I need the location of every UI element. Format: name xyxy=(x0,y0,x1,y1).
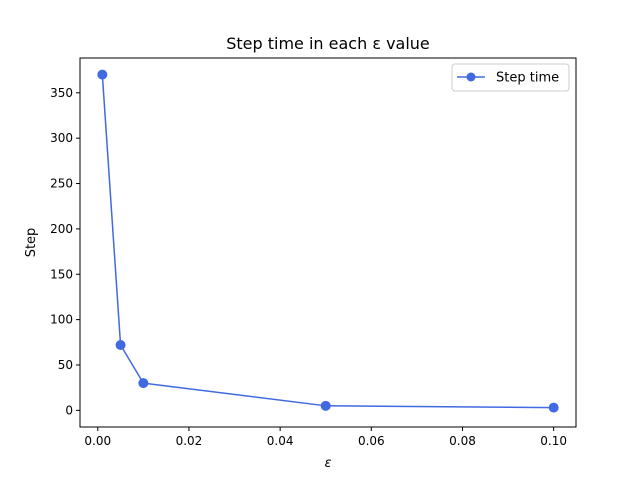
plot-frame xyxy=(79,57,577,428)
x-tick-label: 0.08 xyxy=(449,434,476,448)
x-axis-label: ε xyxy=(324,456,331,471)
plot-area xyxy=(79,57,577,428)
y-axis: 0 50 100 150 200 250 300 350 xyxy=(50,86,80,417)
series-layer xyxy=(97,69,559,413)
legend-box xyxy=(451,63,570,92)
y-tick-label: 250 xyxy=(50,177,73,191)
data-point xyxy=(138,378,149,389)
data-point xyxy=(115,340,126,351)
x-tick-label: 0.00 xyxy=(84,434,111,448)
y-axis-label: Step xyxy=(24,228,39,258)
legend: Step time xyxy=(451,63,570,92)
legend-entry-step-time: Step time xyxy=(496,71,559,86)
chart-title: Step time in each ε value xyxy=(226,34,430,53)
y-tick-label: 300 xyxy=(50,131,73,145)
y-tick-label: 50 xyxy=(58,358,73,372)
data-point xyxy=(97,69,108,80)
data-point xyxy=(320,400,331,411)
y-tick-label: 0 xyxy=(65,403,73,417)
y-tick-label: 150 xyxy=(50,267,73,281)
y-tick-label: 200 xyxy=(50,222,73,236)
x-axis: 0.00 0.02 0.04 0.06 0.08 0.10 xyxy=(84,427,567,448)
y-tick-label: 350 xyxy=(50,86,73,100)
x-tick-label: 0.02 xyxy=(176,434,203,448)
data-point xyxy=(548,402,559,413)
y-tick-label: 100 xyxy=(50,313,73,327)
x-tick-label: 0.10 xyxy=(540,434,567,448)
x-tick-label: 0.06 xyxy=(358,434,385,448)
x-tick-label: 0.04 xyxy=(267,434,294,448)
legend-marker-swatch xyxy=(466,72,476,82)
